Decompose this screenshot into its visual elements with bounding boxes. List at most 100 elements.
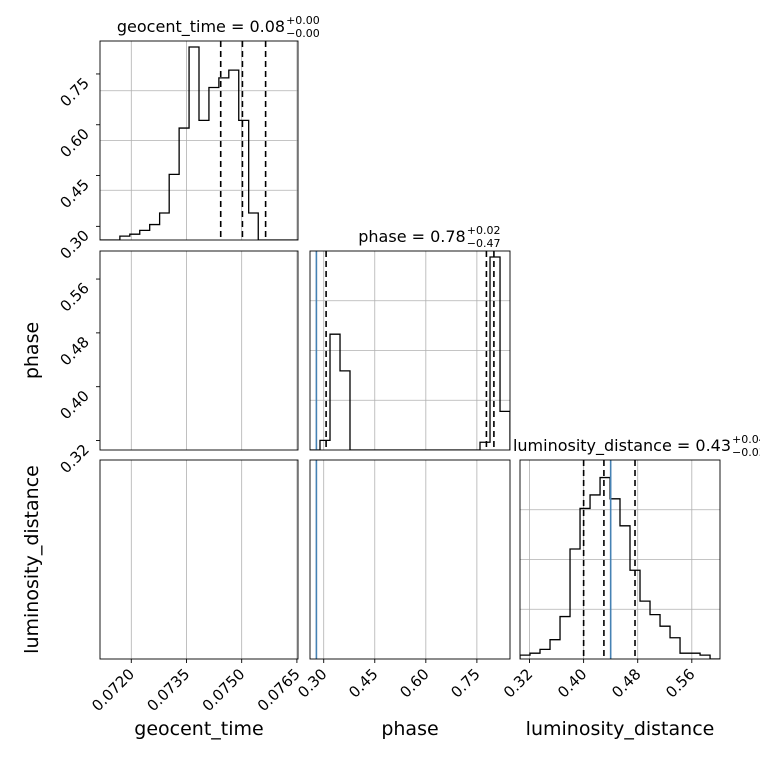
- density-cell: [493, 377, 497, 381]
- density-cell: [219, 354, 223, 358]
- density-cell: [320, 384, 324, 388]
- title-minus: −0.47: [467, 237, 501, 250]
- density-cell: [212, 311, 216, 315]
- density-cell: [196, 223, 200, 227]
- density-cell: [222, 314, 226, 318]
- density-cell: [252, 397, 256, 401]
- density-cell: [255, 61, 259, 65]
- density-cell: [229, 334, 233, 338]
- density-cell: [249, 397, 253, 401]
- density-cell: [320, 327, 324, 331]
- density-cell: [232, 360, 236, 364]
- density-cell: [242, 370, 246, 374]
- density-cell: [225, 311, 229, 315]
- density-cell: [245, 390, 249, 394]
- density-cell: [232, 387, 236, 391]
- density-cell: [232, 357, 236, 361]
- density-cell: [219, 327, 223, 331]
- density-cell: [235, 344, 239, 348]
- y-tick-label: 0.45: [56, 176, 92, 212]
- density-cell: [232, 341, 236, 345]
- density-cell: [232, 327, 236, 331]
- density-cell: [202, 227, 206, 231]
- density-cell: [219, 217, 223, 221]
- density-cell: [245, 397, 249, 401]
- density-cell: [229, 347, 233, 351]
- density-cell: [219, 331, 223, 335]
- density-cell: [229, 354, 233, 358]
- title-label: luminosity_distance: [513, 436, 672, 456]
- density-cell: [216, 217, 220, 221]
- density-cell: [212, 223, 216, 227]
- density-cell: [229, 370, 233, 374]
- histogram-phase: [310, 251, 510, 450]
- density-cell: [222, 370, 226, 374]
- density-cell: [235, 331, 239, 335]
- density-cell: [320, 380, 324, 384]
- density-cell: [242, 344, 246, 348]
- density-cell: [320, 307, 324, 311]
- gridlines: [520, 460, 720, 659]
- density-cell: [219, 317, 223, 321]
- panel-title-geocent_time: geocent_time = 0.08: [117, 17, 285, 37]
- density-cell: [196, 227, 200, 231]
- density-cell: [245, 351, 249, 355]
- y-tick-label: 0.75: [56, 74, 92, 110]
- density-cell: [252, 384, 256, 388]
- density-cell: [216, 317, 220, 321]
- density-cell: [209, 227, 213, 231]
- density-cell: [317, 314, 321, 318]
- density-cell: [262, 58, 266, 62]
- density-cell: [320, 314, 324, 318]
- density-cell: [199, 223, 203, 227]
- density-cell: [216, 341, 220, 345]
- density-cell: [216, 347, 220, 351]
- density-cell: [320, 354, 324, 358]
- density-cell: [229, 357, 233, 361]
- histogram-step: [100, 46, 298, 240]
- title-label: phase: [358, 227, 406, 246]
- density-cell: [268, 54, 272, 58]
- density-cell: [245, 407, 249, 411]
- density-cell: [225, 364, 229, 368]
- density-cell: [229, 377, 233, 381]
- density-cell: [219, 351, 223, 355]
- density-cell: [235, 397, 239, 401]
- title-label: geocent_time: [117, 17, 226, 37]
- density-cell: [252, 390, 256, 394]
- density-cell: [242, 407, 246, 411]
- density-cell: [235, 374, 239, 378]
- density-cell: [255, 404, 259, 408]
- density-cell: [216, 344, 220, 348]
- density-cell: [493, 387, 497, 391]
- density-cell: [242, 394, 246, 398]
- x-axis-label-phase: phase: [381, 718, 438, 740]
- density-cell: [252, 377, 256, 381]
- density-cell: [320, 357, 324, 361]
- density-cell: [317, 321, 321, 325]
- title-equals: =: [672, 436, 696, 455]
- density-cell: [225, 374, 229, 378]
- density-cell: [493, 337, 497, 341]
- density-cell: [232, 380, 236, 384]
- density-cell: [212, 317, 216, 321]
- density-cell: [258, 58, 262, 62]
- contour-line: [259, 56, 269, 65]
- density-cell: [320, 311, 324, 315]
- density-cell: [229, 344, 233, 348]
- density-cell: [317, 327, 321, 331]
- histogram-step: [310, 256, 510, 450]
- density-cell: [242, 384, 246, 388]
- density-cell: [249, 407, 253, 411]
- density-cell: [235, 360, 239, 364]
- density-cell: [225, 341, 229, 345]
- density-cell: [235, 354, 239, 358]
- density-cell: [320, 341, 324, 345]
- density-cell: [258, 64, 262, 68]
- density-cell: [252, 387, 256, 391]
- density-cell: [235, 341, 239, 345]
- histogram-luminosity_distance: [520, 460, 720, 659]
- x-tick-label: 0.0750: [199, 665, 249, 715]
- density-cell: [317, 331, 321, 335]
- density-cell: [252, 410, 256, 414]
